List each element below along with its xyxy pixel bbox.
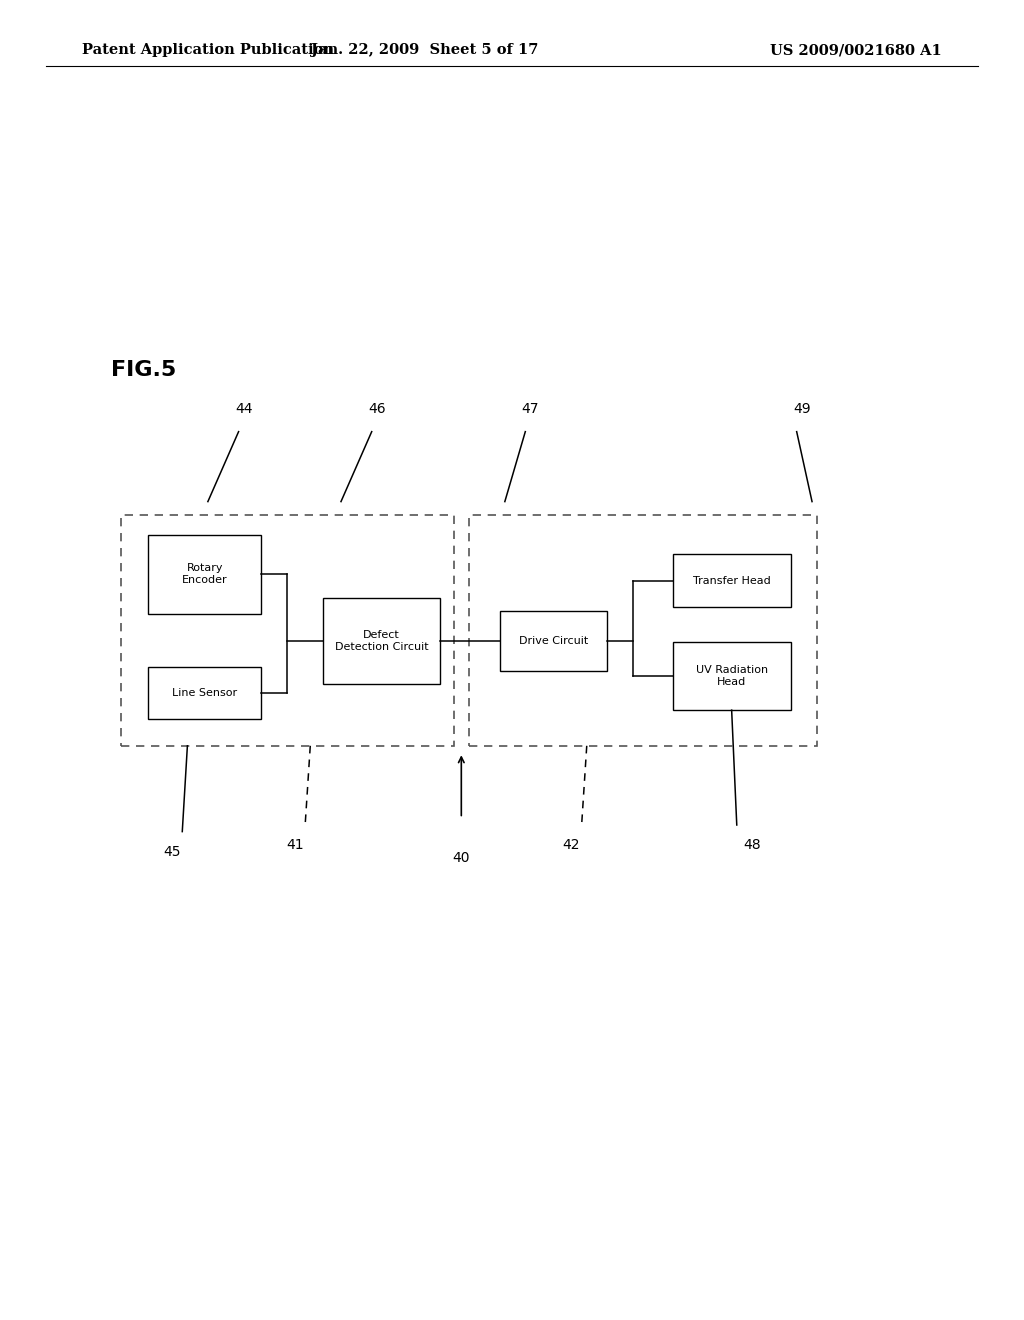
Text: Rotary
Encoder: Rotary Encoder [182,564,227,585]
Bar [673,642,791,710]
Bar [148,667,261,719]
Text: Transfer Head: Transfer Head [693,576,770,586]
Text: 46: 46 [368,401,386,416]
Text: US 2009/0021680 A1: US 2009/0021680 A1 [770,44,942,57]
Text: Defect
Detection Circuit: Defect Detection Circuit [335,630,428,652]
Bar [323,598,440,684]
Text: Patent Application Publication: Patent Application Publication [82,44,334,57]
Text: 48: 48 [743,838,761,853]
Text: 49: 49 [793,401,811,416]
Text: 41: 41 [286,838,304,853]
Text: Line Sensor: Line Sensor [172,688,238,698]
Text: 45: 45 [163,845,181,859]
Text: 40: 40 [453,851,470,866]
Bar [121,515,454,746]
Text: Jan. 22, 2009  Sheet 5 of 17: Jan. 22, 2009 Sheet 5 of 17 [311,44,539,57]
Text: 44: 44 [234,401,253,416]
Bar [148,535,261,614]
Text: FIG.5: FIG.5 [111,359,176,380]
Text: Drive Circuit: Drive Circuit [519,636,588,645]
Text: UV Radiation
Head: UV Radiation Head [695,665,768,686]
Text: 47: 47 [521,401,540,416]
Bar [673,554,791,607]
Bar [500,611,607,671]
Bar [469,515,817,746]
Text: 42: 42 [562,838,581,853]
